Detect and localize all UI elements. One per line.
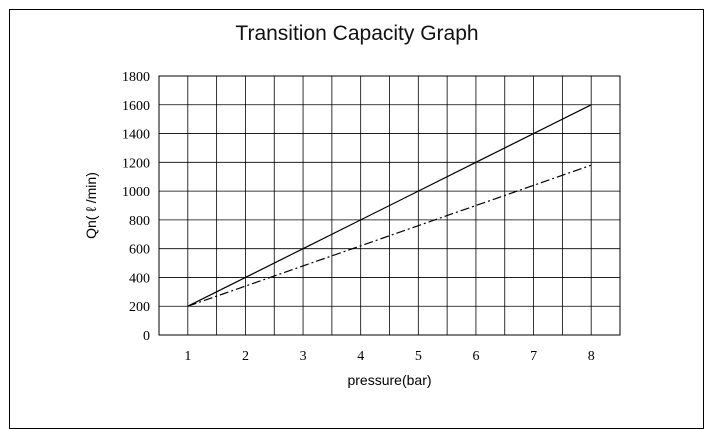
y-tick-label: 400 [129,271,150,286]
x-tick-label: 4 [357,349,364,364]
x-tick-label: 6 [472,349,479,364]
series-line-1 [187,104,592,307]
x-tick-label: 7 [530,349,537,364]
y-tick-label: 200 [129,300,150,315]
x-tick-label: 1 [184,349,191,364]
y-tick-label: 1800 [122,70,150,85]
chart-title: Transition Capacity Graph [235,22,479,45]
y-tick-label: 1200 [122,156,150,171]
x-tick-label: 3 [300,349,307,364]
x-tick-label: 2 [242,349,249,364]
x-tick-label: 8 [588,349,595,364]
chart-plot: 0 200 400 600 800 1000 1200 1400 1600 1800 1 2 3 4 5 6… [83,70,621,388]
plot-area [158,75,621,336]
y-tick-label: 600 [129,243,150,258]
y-axis-label: Qn( ℓ /min) [83,172,99,239]
y-tick-label: 1400 [122,128,150,143]
y-tick-label: 1000 [122,185,150,200]
x-tick-label: 5 [415,349,422,364]
y-tick-label: 800 [129,214,150,229]
y-tick-label: 1600 [122,99,150,114]
series-line-2 [187,164,592,307]
y-tick-label: 0 [143,329,150,344]
x-axis-label: pressure(bar) [347,372,431,388]
chart-frame [9,9,704,429]
